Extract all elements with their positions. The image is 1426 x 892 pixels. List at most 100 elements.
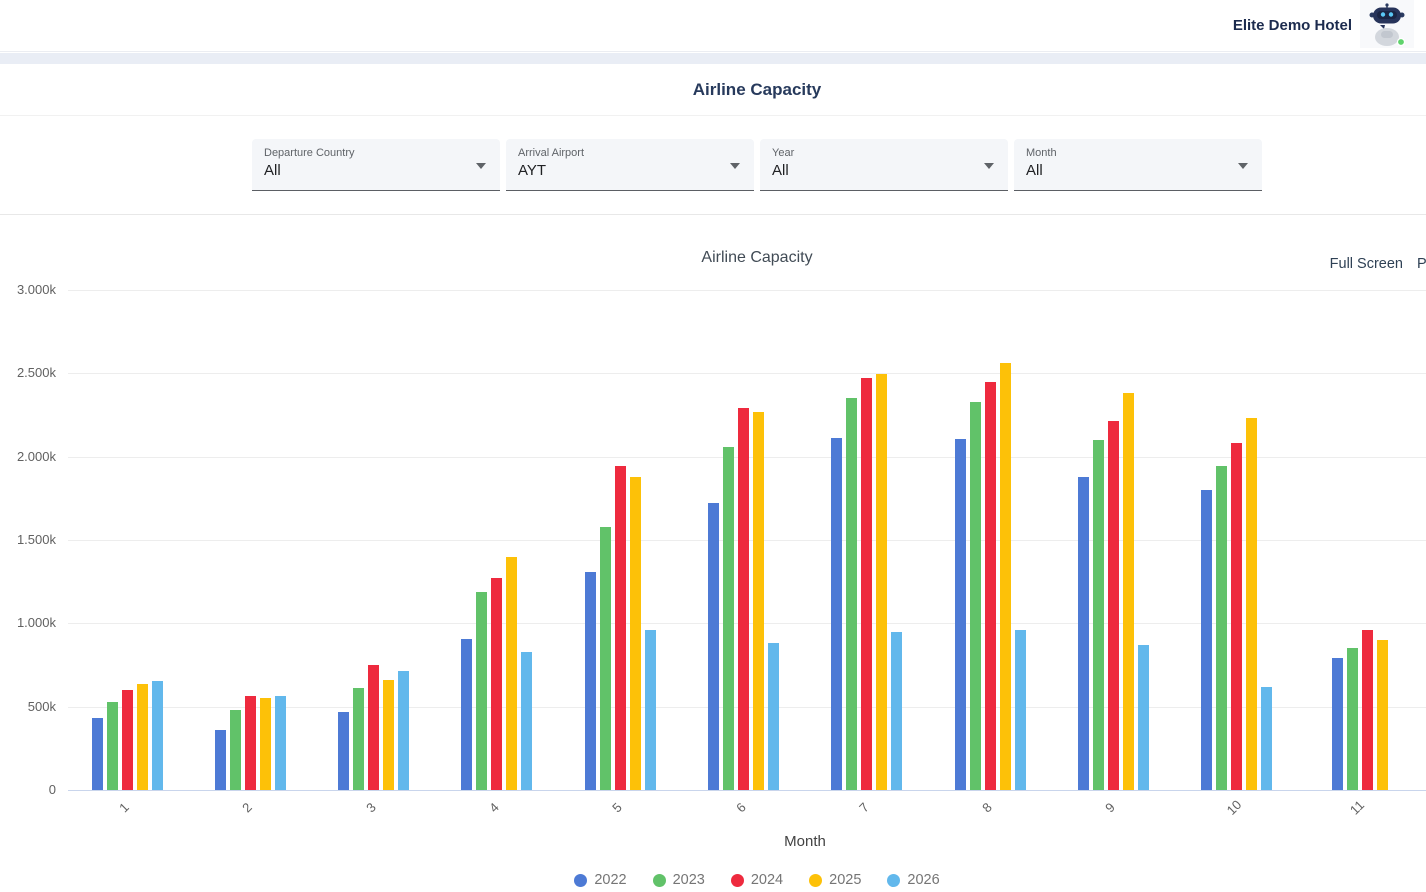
x-axis-title: Month [784,833,826,850]
legend-item-2025[interactable]: 2025 [809,872,861,888]
month-select[interactable]: Month All [1014,139,1262,191]
bar-2022-month-1[interactable] [91,718,103,790]
bar-2025-month-1[interactable] [136,684,148,790]
x-axis-tick-label: 8 [979,799,995,816]
bar-2024-month-6[interactable] [738,407,749,790]
legend-label: 2024 [750,872,784,888]
bar-2024-month-1[interactable] [121,690,133,790]
x-axis-tick-label: 4 [486,799,502,816]
bar-2025-month-2[interactable] [259,697,271,790]
bar-2023-month-4[interactable] [476,591,488,790]
bar-2022-month-10[interactable] [1201,490,1213,790]
bar-2025-month-6[interactable] [753,411,764,790]
bar-2022-month-6[interactable] [708,503,719,790]
chart-legend: 2022 2023 2024 2025 2026 [88,872,1426,888]
robot-icon [1369,3,1406,46]
bar-2023-month-6[interactable] [723,446,734,790]
bar-2023-month-7[interactable] [846,398,858,790]
bar-2024-month-7[interactable] [861,377,873,790]
bar-2025-month-4[interactable] [506,556,518,790]
bar-2024-month-9[interactable] [1107,420,1119,790]
bar-group-month-5 [584,290,656,790]
bar-2022-month-4[interactable] [461,639,473,790]
bar-2023-month-10[interactable] [1216,465,1228,790]
x-axis-tick-label: 2 [239,799,256,816]
bar-2026-month-3[interactable] [398,670,410,790]
legend-label: 2026 [907,872,940,888]
departure-country-select[interactable]: Departure Country All [252,139,500,191]
bar-2026-month-2[interactable] [274,695,286,790]
bar-2022-month-9[interactable] [1077,476,1089,790]
bar-2025-month-9[interactable] [1122,393,1134,790]
bar-2024-month-3[interactable] [368,665,380,790]
bar-2022-month-5[interactable] [584,571,596,790]
bar-2023-month-9[interactable] [1092,440,1104,790]
arrival-airport-select[interactable]: Arrival Airport AYT [506,139,754,191]
chart-plot-area [68,290,1426,791]
bar-2025-month-11[interactable] [1377,640,1388,790]
bar-group-month-2 [214,290,286,790]
print-button[interactable]: P [1417,256,1426,272]
bar-2025-month-10[interactable] [1246,418,1258,790]
bar-2024-month-5[interactable] [614,465,626,790]
bar-2025-month-7[interactable] [876,374,888,790]
bar-2023-month-8[interactable] [969,401,981,790]
bar-2022-month-11[interactable] [1332,658,1343,790]
bar-2022-month-2[interactable] [214,730,226,790]
x-axis-tick-label: 3 [362,799,379,816]
bar-2026-month-4[interactable] [521,651,533,790]
header-band [0,53,1426,64]
page-title-row: Airline Capacity [0,64,1426,116]
filter-value: All [264,162,281,179]
year-select[interactable]: Year All [760,139,1008,191]
hotel-name: Elite Demo Hotel [1232,17,1352,34]
bar-2023-month-11[interactable] [1347,648,1358,790]
page-title: Airline Capacity [692,80,822,99]
legend-label: 2023 [672,872,705,888]
legend-item-2023[interactable]: 2023 [652,872,705,888]
bar-2024-month-11[interactable] [1362,630,1373,790]
bar-2024-month-2[interactable] [244,695,256,790]
filter-label: Year [772,147,795,159]
y-axis-tick-label: 2.500k [16,365,56,381]
bar-group-month-1 [91,290,163,790]
bar-2026-month-5[interactable] [644,630,656,790]
bar-2026-month-8[interactable] [1014,630,1026,790]
filter-label: Departure Country [264,147,355,159]
chatbot-avatar[interactable] [1360,0,1414,48]
bar-2022-month-7[interactable] [831,438,843,790]
bar-group-month-11 [1325,290,1396,790]
bar-2023-month-2[interactable] [229,710,241,790]
bar-2025-month-5[interactable] [629,476,641,790]
y-axis-tick-label: 500k [27,698,56,714]
bar-2026-month-9[interactable] [1137,645,1149,790]
bar-2024-month-8[interactable] [984,381,996,790]
chevron-down-icon [476,163,486,169]
bar-2022-month-8[interactable] [954,439,966,790]
bar-2022-month-3[interactable] [338,711,350,790]
bar-group-month-7 [831,290,903,790]
legend-item-2024[interactable]: 2024 [730,872,784,888]
bar-2025-month-8[interactable] [999,363,1011,790]
bar-2023-month-3[interactable] [353,687,365,790]
bar-2026-month-1[interactable] [151,680,163,790]
legend-dot-icon [730,873,744,887]
fullscreen-button[interactable]: Full Screen [1329,256,1403,272]
bar-2023-month-1[interactable] [106,701,118,790]
bar-2025-month-3[interactable] [383,680,395,790]
bar-2023-month-5[interactable] [599,526,611,790]
chevron-down-icon [984,163,994,169]
filter-value: All [772,162,789,179]
top-bar: Elite Demo Hotel [0,0,1426,52]
bar-2024-month-10[interactable] [1231,443,1243,790]
filter-label: Month [1026,147,1057,159]
bar-2026-month-10[interactable] [1261,686,1273,790]
x-axis-tick-label: 7 [855,799,872,816]
legend-item-2022[interactable]: 2022 [574,872,627,888]
bar-2026-month-6[interactable] [768,643,779,790]
legend-item-2026[interactable]: 2026 [887,872,940,888]
bar-2024-month-4[interactable] [491,578,503,790]
y-axis-tick-label: 3.000k [16,282,56,297]
chart-title: Airline Capacity [701,249,813,266]
bar-2026-month-7[interactable] [891,631,903,790]
